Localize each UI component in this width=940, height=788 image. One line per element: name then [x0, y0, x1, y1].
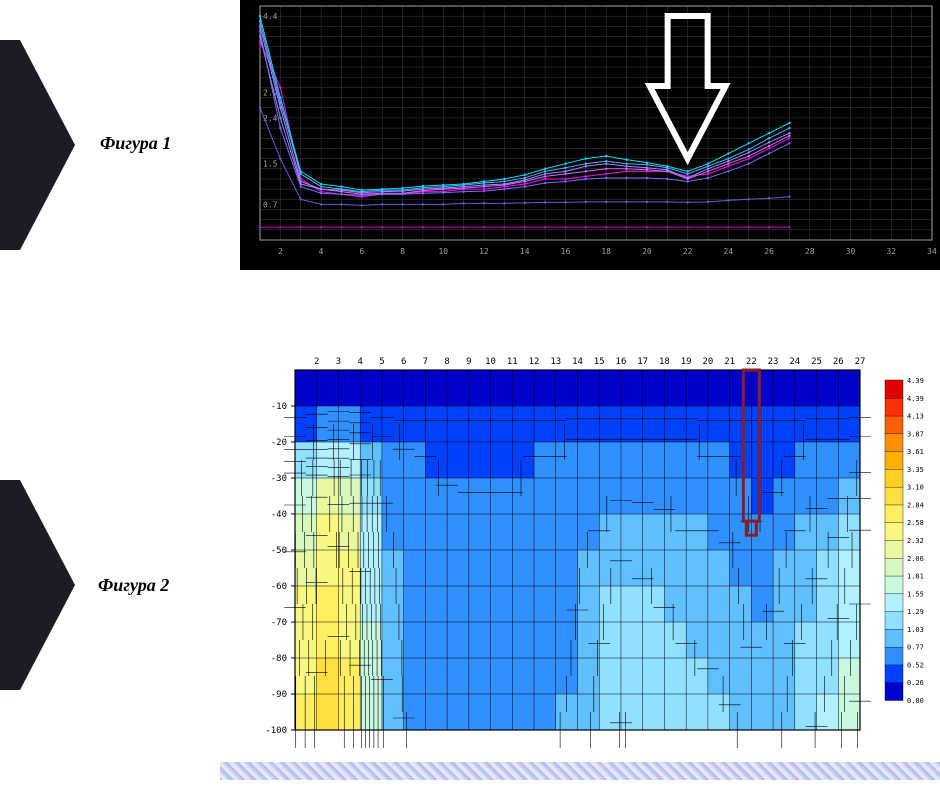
svg-text:32: 32 — [886, 247, 896, 256]
svg-text:4.4: 4.4 — [263, 12, 278, 21]
svg-text:3.61: 3.61 — [907, 448, 924, 456]
svg-text:-100: -100 — [265, 726, 287, 736]
svg-text:10: 10 — [485, 357, 496, 367]
svg-text:3.35: 3.35 — [907, 466, 924, 474]
chart-1-svg: 2468101214161820222426283032340.71.52.42… — [240, 0, 940, 270]
noise-strip — [220, 762, 940, 780]
svg-text:14: 14 — [520, 247, 530, 256]
svg-text:24: 24 — [789, 357, 800, 367]
svg-text:1.03: 1.03 — [907, 626, 924, 634]
svg-text:3: 3 — [336, 357, 341, 367]
svg-text:16: 16 — [561, 247, 571, 256]
svg-text:21: 21 — [724, 357, 735, 367]
svg-text:-60: -60 — [271, 582, 287, 592]
svg-text:12: 12 — [479, 247, 489, 256]
svg-text:7: 7 — [423, 357, 428, 367]
svg-text:25: 25 — [811, 357, 822, 367]
svg-text:4.39: 4.39 — [907, 377, 924, 385]
svg-text:13: 13 — [550, 357, 561, 367]
svg-text:6: 6 — [359, 247, 364, 256]
svg-text:34: 34 — [927, 247, 937, 256]
svg-text:9: 9 — [466, 357, 471, 367]
svg-text:11: 11 — [507, 357, 518, 367]
svg-text:4.13: 4.13 — [907, 413, 924, 421]
page: Фигура 1 2468101214161820222426283032340… — [0, 0, 940, 788]
svg-text:6: 6 — [401, 357, 406, 367]
svg-text:0.26: 0.26 — [907, 679, 924, 687]
svg-text:-10: -10 — [271, 402, 287, 412]
svg-text:2: 2 — [314, 357, 319, 367]
svg-text:26: 26 — [764, 247, 774, 256]
svg-text:-70: -70 — [271, 618, 287, 628]
svg-text:-20: -20 — [271, 438, 287, 448]
svg-text:4: 4 — [357, 357, 362, 367]
svg-text:10: 10 — [438, 247, 448, 256]
chart-2-svg: 2345678910111213141516171819202122232425… — [240, 350, 940, 750]
svg-text:22: 22 — [746, 357, 757, 367]
svg-text:8: 8 — [444, 357, 449, 367]
svg-text:28: 28 — [805, 247, 815, 256]
svg-text:-30: -30 — [271, 474, 287, 484]
svg-text:-40: -40 — [271, 510, 287, 520]
svg-text:1.5: 1.5 — [263, 160, 278, 169]
svg-text:2: 2 — [278, 247, 283, 256]
svg-text:16: 16 — [616, 357, 627, 367]
svg-text:2.58: 2.58 — [907, 519, 924, 527]
chart-2: 2345678910111213141516171819202122232425… — [240, 350, 940, 750]
svg-text:20: 20 — [702, 357, 713, 367]
svg-text:1.29: 1.29 — [907, 608, 924, 616]
chart-1: 2468101214161820222426283032340.71.52.42… — [240, 0, 940, 270]
svg-text:3.87: 3.87 — [907, 430, 924, 438]
svg-text:20: 20 — [642, 247, 652, 256]
svg-text:19: 19 — [681, 357, 692, 367]
svg-text:4: 4 — [319, 247, 324, 256]
svg-text:22: 22 — [683, 247, 693, 256]
svg-text:1.81: 1.81 — [907, 573, 924, 581]
svg-text:12: 12 — [529, 357, 540, 367]
svg-text:15: 15 — [594, 357, 605, 367]
figure-2-label: Фигура 2 — [98, 575, 169, 596]
svg-text:27: 27 — [855, 357, 866, 367]
svg-text:-50: -50 — [271, 546, 287, 556]
svg-text:23: 23 — [768, 357, 779, 367]
figure-1-label: Фигура 1 — [100, 133, 171, 154]
svg-text:3.10: 3.10 — [907, 484, 924, 492]
chevron-1 — [0, 40, 70, 240]
svg-text:1.55: 1.55 — [907, 590, 924, 598]
svg-text:0.52: 0.52 — [907, 661, 924, 669]
svg-text:8: 8 — [400, 247, 405, 256]
svg-text:4.39: 4.39 — [907, 395, 924, 403]
svg-text:17: 17 — [637, 357, 648, 367]
svg-text:26: 26 — [833, 357, 844, 367]
svg-text:-90: -90 — [271, 690, 287, 700]
svg-text:18: 18 — [601, 247, 611, 256]
chevron-2 — [0, 480, 70, 680]
svg-text:14: 14 — [572, 357, 583, 367]
svg-text:18: 18 — [659, 357, 670, 367]
svg-text:-80: -80 — [271, 654, 287, 664]
svg-text:2.06: 2.06 — [907, 555, 924, 563]
svg-text:24: 24 — [724, 247, 734, 256]
svg-text:2.84: 2.84 — [907, 501, 924, 509]
svg-text:2.32: 2.32 — [907, 537, 924, 545]
svg-text:0.00: 0.00 — [907, 697, 924, 705]
svg-text:0.77: 0.77 — [907, 644, 924, 652]
svg-text:5: 5 — [379, 357, 384, 367]
svg-text:30: 30 — [846, 247, 856, 256]
svg-text:0.7: 0.7 — [263, 200, 278, 209]
